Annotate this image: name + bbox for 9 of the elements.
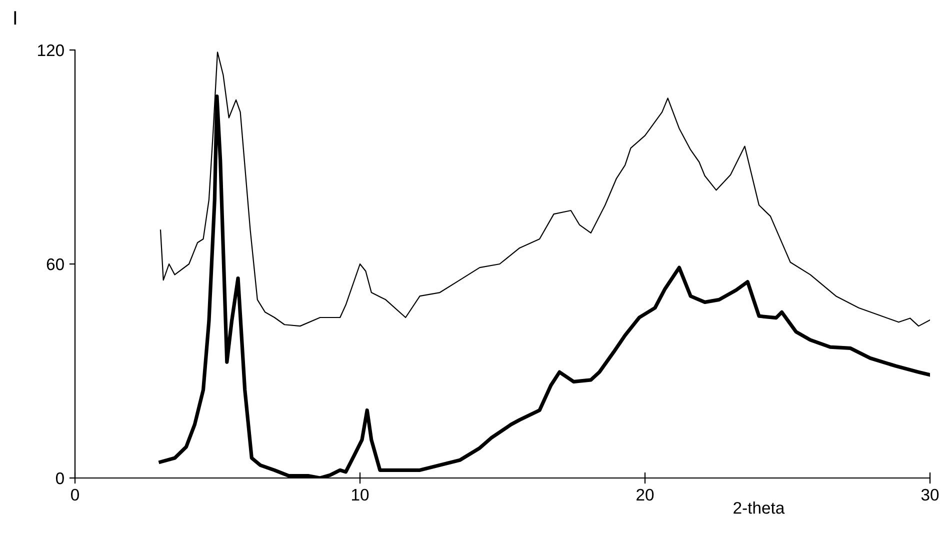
y-tick-label: 60 <box>46 258 64 270</box>
x-tick-label: 30 <box>921 488 939 501</box>
x-tick-label: 20 <box>636 488 654 501</box>
y-tick-label: 0 <box>56 472 64 484</box>
x-axis-title: 2-theta <box>734 502 785 514</box>
x-tick-label: 10 <box>352 488 369 501</box>
y-axis-title: I <box>14 11 16 25</box>
x-tick-label: 0 <box>71 488 79 501</box>
y-tick-label: 120 <box>38 44 64 56</box>
